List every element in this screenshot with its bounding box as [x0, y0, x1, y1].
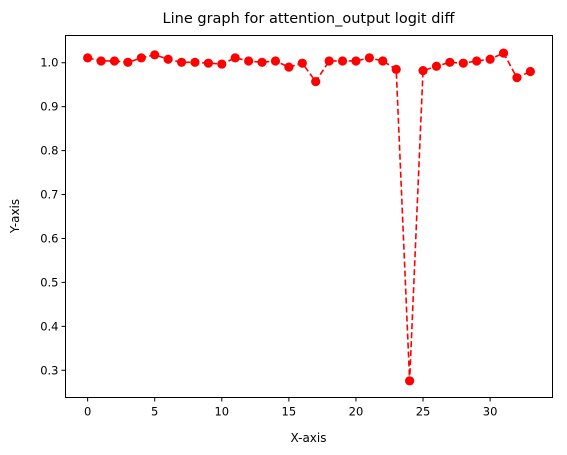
data-point	[391, 64, 401, 74]
chart-title: Line graph for attention_output logit di…	[163, 11, 456, 27]
x-tick-label: 20	[349, 405, 364, 419]
data-point	[83, 53, 93, 63]
series-layer	[83, 48, 535, 386]
y-axis-ticks: 0.3 0.4 0.5 0.6 0.7 0.8 0.9 1.0	[40, 56, 66, 377]
data-point	[405, 376, 415, 386]
data-point	[351, 56, 361, 66]
x-axis-label: X-axis	[291, 431, 327, 445]
data-point	[230, 53, 240, 63]
data-point	[525, 66, 535, 77]
data-point	[297, 58, 307, 68]
data-point	[431, 61, 442, 71]
data-point	[311, 77, 321, 87]
x-tick-label: 0	[84, 405, 91, 419]
x-tick-label: 15	[282, 405, 297, 419]
data-point	[284, 62, 294, 72]
data-point	[150, 50, 160, 60]
data-point	[176, 57, 187, 67]
data-point	[257, 57, 267, 67]
data-point	[498, 48, 509, 58]
data-point	[190, 57, 200, 67]
data-point	[136, 53, 146, 63]
data-point	[244, 56, 254, 66]
data-point	[123, 57, 133, 67]
data-point	[378, 56, 388, 66]
data-point	[163, 54, 173, 64]
data-point	[418, 66, 428, 76]
y-tick-label: 0.7	[40, 188, 58, 202]
x-axis-ticks: 0 5 10 15 20 25 30	[84, 397, 498, 419]
data-point	[96, 56, 106, 66]
data-point	[472, 56, 482, 66]
data-point	[364, 53, 374, 63]
x-tick-label: 5	[151, 405, 158, 419]
data-point	[485, 54, 495, 64]
y-tick-label: 0.9	[40, 100, 58, 114]
data-point	[217, 59, 227, 69]
y-tick-label: 0.4	[40, 319, 58, 333]
data-point	[458, 58, 468, 68]
data-point	[512, 73, 522, 83]
x-tick-label: 30	[483, 405, 498, 419]
data-point	[445, 57, 455, 67]
data-point	[270, 56, 281, 66]
y-tick-label: 1.0	[40, 56, 58, 70]
data-point	[203, 58, 213, 68]
y-axis-label: Y-axis	[8, 199, 22, 234]
data-point	[337, 56, 348, 66]
x-tick-label: 10	[214, 405, 229, 419]
data-point	[324, 56, 334, 66]
plot-area	[65, 35, 553, 398]
series-line	[87, 52, 531, 381]
y-tick-label: 0.5	[40, 275, 58, 289]
x-tick-label: 25	[416, 405, 431, 419]
y-tick-label: 0.3	[40, 363, 58, 377]
y-tick-label: 0.6	[40, 231, 58, 245]
data-point	[109, 56, 120, 66]
y-tick-label: 0.8	[40, 144, 58, 158]
